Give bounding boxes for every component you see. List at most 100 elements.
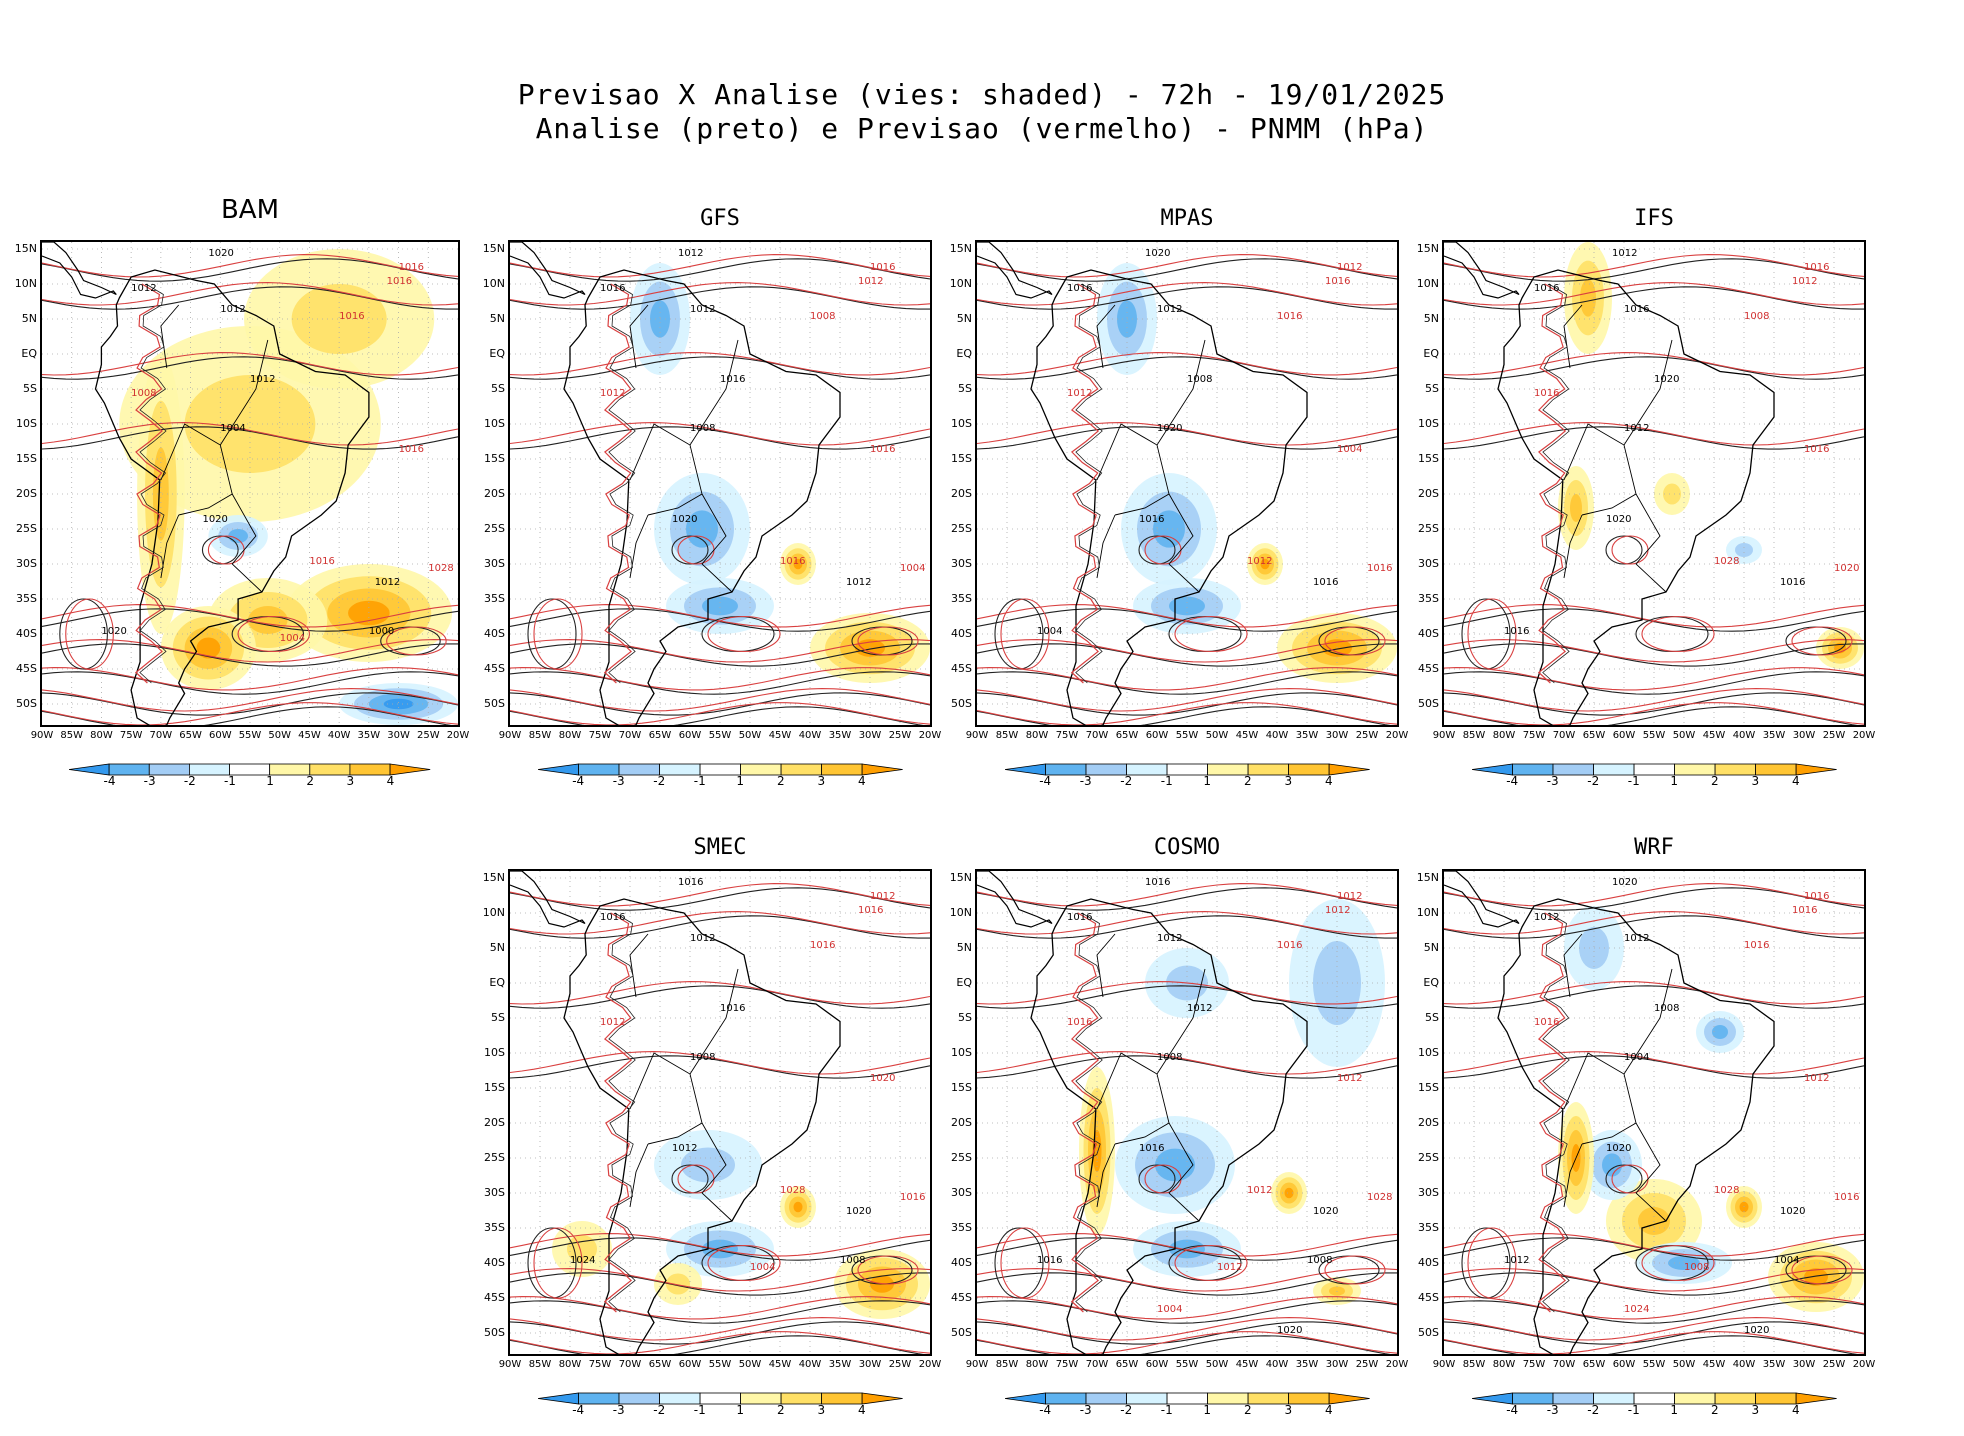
lon-tick-label: 30W: [1792, 1359, 1816, 1370]
colorbar-container: [1004, 761, 1372, 780]
analysis-isobar: [1444, 356, 1864, 380]
lon-tick-label: 45W: [1702, 1359, 1726, 1370]
lon-tick-label: 60W: [1612, 730, 1636, 741]
lat-tick-label: 45S: [1418, 1291, 1439, 1304]
andes-analysis-contours: [608, 283, 636, 684]
lat-tick-label: 10S: [951, 417, 972, 430]
isobar-label: 1012: [1337, 891, 1362, 902]
isobar-label: 1012: [678, 248, 703, 259]
isobar-label: 1020: [1277, 1325, 1302, 1336]
central-america-coastline: [977, 871, 1053, 928]
country-border: [1563, 1052, 1637, 1145]
lon-tick-label: 20W: [1852, 730, 1876, 741]
lat-tick-label: 15N: [949, 242, 972, 255]
lon-tick-label: 80W: [1025, 1359, 1049, 1370]
colorbar-label: 1: [266, 774, 274, 788]
lon-tick-label: 65W: [179, 730, 202, 741]
analysis-isobar: [977, 1335, 1391, 1354]
central-america-coastline: [42, 242, 117, 299]
analysis-isobar: [1444, 1335, 1858, 1354]
lon-tick-label: 50W: [738, 1359, 762, 1370]
lat-tick-label: 10N: [14, 277, 37, 290]
isobar-label: 1028: [1367, 1192, 1392, 1203]
lat-tick-label: 40S: [951, 627, 972, 640]
isobar-label: 1008: [1684, 1262, 1709, 1273]
isobar-label: 1016: [1534, 283, 1559, 294]
andes-analysis-contours: [1075, 283, 1103, 684]
lon-tick-label: 70W: [149, 730, 173, 741]
lon-tick-label: 65W: [1582, 1359, 1606, 1370]
isobar-label: 1016: [600, 283, 625, 294]
isobar-label: 1004: [750, 1262, 775, 1273]
forecast-isobar: [1444, 352, 1864, 376]
lon-tick-label: 35W: [1295, 730, 1319, 741]
forecast-isobar: [1444, 422, 1864, 446]
country-border: [1168, 1122, 1200, 1222]
lon-tick-label: 90W: [965, 730, 989, 741]
lon-tick-label: 85W: [60, 730, 84, 741]
colorbar: [1471, 1392, 1837, 1405]
map-frame: 1020 1016 1012 1016 1012 1016 1008 1016 1004 1012…: [1442, 869, 1866, 1356]
map-frame: 1020 1016 1012 1016 1012 1016 1012 1008 1004 1016…: [40, 240, 460, 727]
colorbar-label: 3: [817, 1403, 826, 1417]
colorbar-container: [1471, 1390, 1839, 1409]
colorbar-label: 2: [1243, 774, 1252, 788]
south-america-coastline: [1497, 898, 1775, 1354]
lat-tick-label: 5S: [958, 1011, 972, 1024]
analysis-isobar: [510, 356, 930, 380]
lon-tick-label: 80W: [1025, 730, 1049, 741]
andes-forecast-contours: [134, 283, 163, 684]
bias-shade: [291, 284, 387, 354]
forecast-isobar: [42, 667, 458, 691]
lat-tick-label: 5N: [489, 941, 505, 954]
lon-tick-label: 65W: [1115, 1359, 1139, 1370]
country-border: [629, 1143, 649, 1208]
colorbar-label: 4: [386, 774, 395, 788]
isobar-label: 1020: [1654, 374, 1679, 385]
lon-tick-label: 70W: [1552, 730, 1576, 741]
isobar-label: 1020: [672, 514, 697, 525]
lat-tick-label: 30S: [1418, 1186, 1439, 1199]
isobar-label: 1008: [1744, 311, 1769, 322]
andes-analysis-contours: [139, 283, 167, 684]
forecast-isobar: [977, 1296, 1397, 1320]
analysis-isobar: [977, 985, 1397, 1009]
analysis-isobar: [1444, 706, 1858, 725]
lon-tick-label: 60W: [678, 1359, 702, 1370]
isobar-label: 1008: [1307, 1255, 1332, 1266]
isobar-label: 1012: [1337, 1073, 1362, 1084]
lon-tick-label: 85W: [995, 1359, 1019, 1370]
lat-tick-label: 10S: [484, 1046, 505, 1059]
isobar-label: 1012: [1792, 276, 1817, 287]
analysis-isobar: [1444, 1300, 1864, 1324]
lat-tick-label: EQ: [489, 976, 505, 989]
colorbar-label: 3: [1284, 1403, 1293, 1417]
colorbar-label: 1: [1670, 774, 1679, 788]
lat-tick-label: 50S: [951, 1326, 972, 1339]
forecast-isobar: [1324, 1255, 1386, 1285]
lat-tick-label: 40S: [484, 1256, 505, 1269]
isobar-label: 1016: [399, 444, 424, 455]
colorbar-segment: [390, 763, 431, 776]
lat-tick-label: 45S: [16, 662, 37, 675]
isobar-label: 1020: [1145, 248, 1170, 259]
bias-shade: [1712, 1025, 1728, 1039]
country-border: [689, 968, 739, 1075]
isobar-label: 1012: [1337, 262, 1362, 273]
lon-tick-label: 65W: [1115, 730, 1139, 741]
lon-tick-label: 20W: [918, 730, 942, 741]
isobar-label: 1016: [1534, 388, 1559, 399]
lat-tick-label: 30S: [951, 1186, 972, 1199]
isobar-label: 1020: [101, 626, 126, 637]
colorbar: [69, 763, 431, 776]
colorbar-label: -4: [572, 774, 585, 788]
lat-tick-label: 20S: [951, 1116, 972, 1129]
isobar-label: 1008: [1187, 374, 1212, 385]
bias-shade: [1602, 1153, 1622, 1177]
analysis-isobar: [1444, 985, 1864, 1009]
forecast-isobar: [1444, 639, 1864, 663]
lon-tick-label: 70W: [1552, 1359, 1576, 1370]
south-america-coastline: [1030, 269, 1308, 725]
isobar-label: 1012: [1247, 1185, 1272, 1196]
lon-tick-label: 25W: [888, 730, 912, 741]
